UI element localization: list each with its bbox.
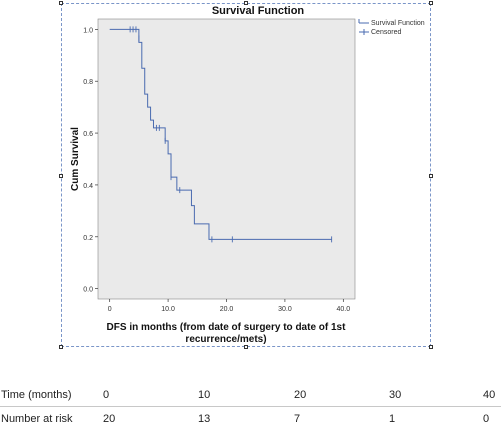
chart-title: Survival Function bbox=[212, 5, 305, 17]
y-tick-label: 0.8 bbox=[83, 79, 93, 86]
time-col-40: 40 bbox=[483, 389, 496, 401]
plot-area bbox=[97, 18, 356, 300]
resize-handle-bottom-right[interactable] bbox=[429, 345, 433, 349]
x-axis-label-line-2: recurrence/mets) bbox=[185, 334, 266, 345]
at-risk-value-10: 13 bbox=[198, 413, 211, 425]
at-risk-value-0: 20 bbox=[103, 413, 116, 425]
y-axis-label: Cum Survival bbox=[70, 127, 81, 191]
resize-handle-bottom[interactable] bbox=[244, 345, 248, 349]
time-months-label: Time (months) bbox=[1, 389, 72, 401]
resize-handle-left[interactable] bbox=[59, 174, 63, 178]
x-tick-label: 30.0 bbox=[278, 306, 292, 313]
resize-handle-right[interactable] bbox=[429, 174, 433, 178]
resize-handle-top[interactable] bbox=[244, 1, 248, 5]
survival-function-line bbox=[109, 28, 332, 240]
survival-chart: Survival Function 0.0 0.2 0.4 0.6 0.8 1.0 0 10… bbox=[70, 5, 425, 345]
chart-selection-frame[interactable] bbox=[59, 1, 433, 349]
y-tick-label: 1.0 bbox=[83, 27, 93, 34]
at-risk-value-20: 7 bbox=[294, 413, 301, 425]
y-tick-label: 0.6 bbox=[83, 131, 93, 138]
resize-handle-top-right[interactable] bbox=[429, 1, 433, 5]
resize-handle-top-left[interactable] bbox=[59, 1, 63, 5]
at-risk-value-30: 1 bbox=[389, 413, 396, 425]
at-risk-value-40: 0 bbox=[483, 413, 490, 425]
y-axis: 0.0 0.2 0.4 0.6 0.8 1.0 bbox=[83, 27, 98, 294]
legend-survival-label: Survival Function bbox=[371, 20, 425, 27]
number-at-risk-label: Number at risk bbox=[1, 413, 73, 425]
legend: Survival Function Censored bbox=[358, 19, 425, 36]
series-layer bbox=[109, 26, 333, 243]
x-tick-label: 0 bbox=[108, 306, 112, 313]
time-col-0: 0 bbox=[103, 389, 110, 401]
time-col-30: 30 bbox=[389, 389, 402, 401]
x-axis-label-line-1: DFS in months (from date of surgery to d… bbox=[107, 322, 347, 333]
x-tick-label: 10.0 bbox=[161, 306, 175, 313]
y-tick-label: 0.0 bbox=[83, 287, 93, 294]
y-tick-label: 0.4 bbox=[83, 183, 93, 190]
legend-censored-label: Censored bbox=[371, 29, 401, 36]
time-col-20: 20 bbox=[294, 389, 307, 401]
y-tick-label: 0.2 bbox=[83, 235, 93, 242]
risk-table-header-row: Time (months) 0 10 20 30 40 bbox=[0, 383, 501, 405]
x-tick-label: 20.0 bbox=[220, 306, 234, 313]
resize-handle-bottom-left[interactable] bbox=[59, 345, 63, 349]
x-tick-label: 40.0 bbox=[337, 306, 351, 313]
risk-table-values-row: Number at risk 20 13 7 1 0 bbox=[0, 406, 501, 429]
time-col-10: 10 bbox=[198, 389, 211, 401]
number-at-risk-table: Time (months) 0 10 20 30 40 Number at ri… bbox=[0, 383, 501, 429]
x-axis: 0 10.0 20.0 30.0 40.0 bbox=[108, 299, 351, 313]
